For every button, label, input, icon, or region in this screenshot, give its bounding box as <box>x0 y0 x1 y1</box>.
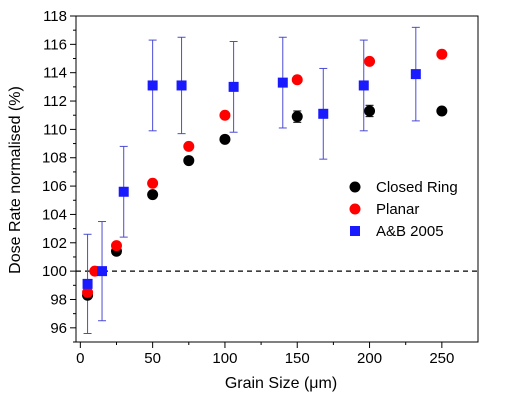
point-closed-ring <box>436 105 448 117</box>
point-closed-ring <box>219 133 231 145</box>
point-planar <box>110 240 122 252</box>
point-planar <box>183 140 195 152</box>
x-tick-label: 150 <box>285 350 310 367</box>
point-a-b-2005 <box>228 81 239 92</box>
y-tick-label: 108 <box>42 150 67 167</box>
y-tick-label: 118 <box>43 8 67 25</box>
point-a-b-2005 <box>82 278 93 289</box>
plot-frame <box>75 15 479 343</box>
y-tick-label: 106 <box>42 178 67 195</box>
data-points-group <box>82 48 448 301</box>
y-tick-label: 102 <box>42 235 67 252</box>
point-a-b-2005 <box>318 108 329 119</box>
axes-group: 0 50 100 150 200 250 96 98 100 102 104 106 108 110 112… <box>42 8 479 367</box>
y-tick-label: 104 <box>42 206 67 223</box>
legend-label-closed-ring: Closed Ring <box>376 179 458 196</box>
y-tick-label: 112 <box>43 93 67 110</box>
point-planar <box>364 55 376 67</box>
point-planar <box>219 109 231 121</box>
point-a-b-2005 <box>118 186 129 197</box>
point-planar <box>82 286 94 298</box>
y-tick-label: 100 <box>42 263 67 280</box>
point-a-b-2005 <box>410 69 421 80</box>
point-closed-ring <box>183 155 195 167</box>
point-closed-ring <box>364 105 376 117</box>
legend-label-a-b-2005: A&B 2005 <box>376 223 444 240</box>
legend-marker-planar <box>349 203 361 215</box>
x-axis-title: Grain Size (μm) <box>225 375 337 392</box>
point-a-b-2005 <box>176 80 187 91</box>
legend-marker-closed-ring <box>349 181 361 193</box>
y-tick-label: 96 <box>50 320 67 337</box>
legend-marker-a-b-2005 <box>350 226 360 236</box>
point-a-b-2005 <box>277 77 288 88</box>
point-planar <box>436 48 448 60</box>
x-tick-label: 0 <box>76 350 84 367</box>
y-tick-label: 116 <box>43 36 67 53</box>
point-closed-ring <box>291 111 303 123</box>
point-planar <box>291 74 303 86</box>
point-closed-ring <box>147 189 159 201</box>
x-tick-label: 250 <box>429 350 454 367</box>
point-planar <box>147 177 159 189</box>
x-tick-label: 100 <box>212 350 237 367</box>
x-tick-label: 200 <box>357 350 382 367</box>
point-a-b-2005 <box>97 266 108 277</box>
y-tick-label: 114 <box>43 65 67 82</box>
legend-label-planar: Planar <box>376 201 419 218</box>
y-tick-label: 98 <box>50 291 67 308</box>
y-axis-title: Dose Rate normalised (%) <box>7 86 24 274</box>
point-a-b-2005 <box>358 80 369 91</box>
x-tick-label: 50 <box>144 350 161 367</box>
point-a-b-2005 <box>147 80 158 91</box>
error-bars-group <box>83 26 420 334</box>
legend: Closed Ring Planar A&B 2005 <box>349 179 458 240</box>
y-tick-label: 110 <box>43 121 67 138</box>
